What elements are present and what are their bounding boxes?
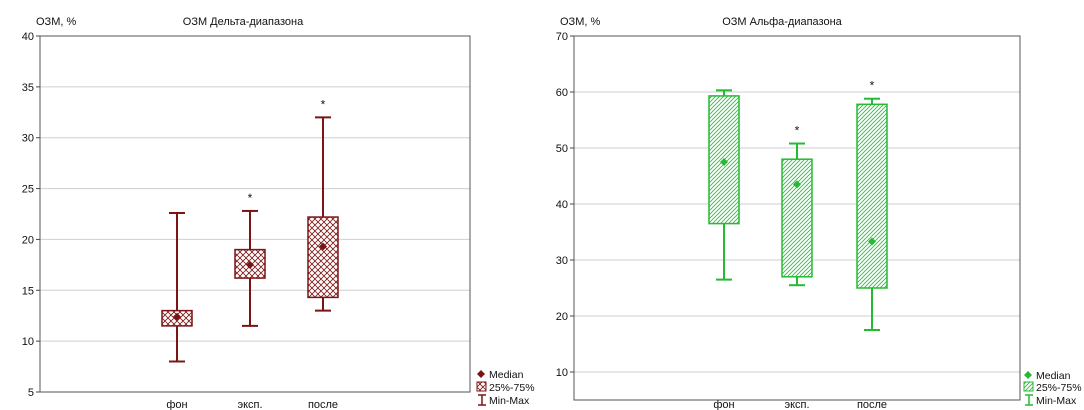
median-marker [793, 180, 801, 189]
y-tick-label: 15 [22, 285, 34, 297]
median-marker [246, 260, 254, 269]
y-tick-label: 50 [556, 143, 568, 155]
delta-boxplot-chart: ОЗМ Дельта-диапазона ОЗМ, % 5 10 15 20 25 30 35 4… [22, 16, 535, 410]
chart-title: ОЗМ Дельта-диапазона [183, 16, 304, 28]
y-tick-label: 40 [22, 31, 34, 43]
legend-iqr-label: 25%-75% [1036, 382, 1082, 394]
legend-median-label: Median [489, 369, 524, 381]
median-marker [720, 158, 728, 166]
plot-frame [573, 35, 1021, 401]
y-axis-label: ОЗМ, % [36, 16, 76, 28]
y-tick-label: 5 [28, 387, 34, 399]
y-tick-label: 20 [556, 311, 568, 323]
significance-mark: * [321, 97, 326, 111]
y-tick-label: 60 [556, 87, 568, 99]
y-tick-label: 70 [556, 31, 568, 43]
legend-minmax-label: Min-Max [1036, 395, 1077, 407]
legend-minmax-swatch [478, 394, 486, 406]
median-marker [319, 242, 327, 251]
chart-title: ОЗМ Альфа-диапазона [722, 16, 842, 28]
y-axis-label: ОЗМ, % [560, 16, 600, 28]
legend-iqr-label: 25%-75% [489, 382, 535, 394]
median-marker [173, 312, 181, 321]
iqr-box [781, 158, 813, 278]
legend-iqr-swatch [476, 381, 487, 392]
y-tick-label: 35 [22, 82, 34, 94]
median-marker [868, 237, 876, 246]
significance-mark: * [248, 191, 253, 205]
x-category-label: после [857, 399, 887, 410]
y-tick-label: 25 [22, 184, 34, 196]
plot-frame [39, 35, 471, 393]
legend-median-label: Median [1036, 370, 1071, 382]
legend-minmax-swatch [1025, 394, 1033, 406]
y-tick-label: 40 [556, 199, 568, 211]
legend-median-swatch [477, 370, 485, 378]
legend-iqr-swatch [1023, 381, 1034, 392]
significance-mark: * [870, 79, 875, 93]
x-category-label: после [308, 399, 338, 410]
iqr-box [307, 216, 339, 299]
x-category-label: эксп. [784, 399, 809, 410]
x-category-label: эксп. [237, 399, 262, 410]
legend-minmax-label: Min-Max [489, 395, 530, 407]
iqr-box [856, 103, 888, 289]
significance-mark: * [795, 124, 800, 138]
y-tick-label: 20 [22, 234, 34, 246]
x-category-label: фон [713, 399, 734, 410]
legend-median-swatch [1024, 371, 1032, 379]
y-tick-label: 30 [556, 255, 568, 267]
y-tick-label: 30 [22, 133, 34, 145]
x-category-label: фон [166, 399, 187, 410]
y-tick-label: 10 [556, 367, 568, 379]
alpha-boxplot-chart: ОЗМ Альфа-диапазона ОЗМ, % 10 20 30 40 50 60 70 ф… [556, 16, 1082, 410]
y-tick-label: 10 [22, 336, 34, 348]
